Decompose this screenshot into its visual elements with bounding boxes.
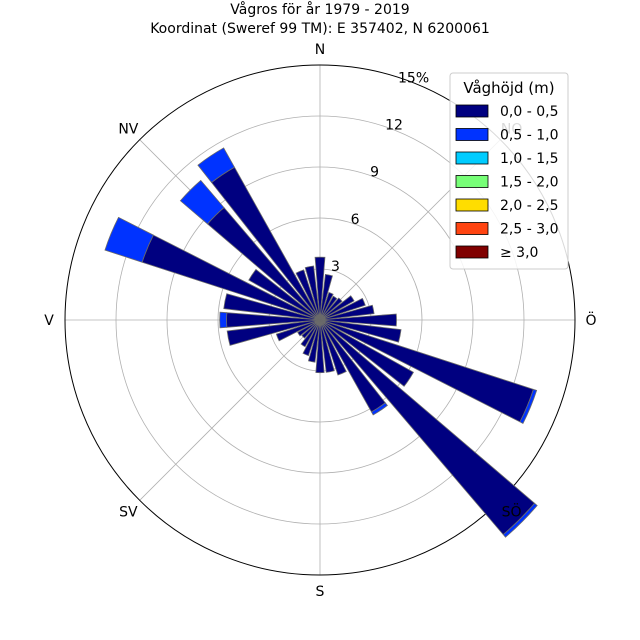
- sector-bar: [226, 319, 321, 346]
- legend-label: 0,5 - 1,0: [500, 128, 558, 144]
- sector-bar: [319, 297, 343, 321]
- sector-bar: [319, 319, 335, 373]
- sector-bar: [519, 388, 538, 424]
- sector-bar: [104, 216, 154, 263]
- radial-tick-label: 6: [351, 212, 360, 228]
- sector-bar: [319, 319, 402, 343]
- chart-title: Vågros för år 1979 - 2019: [230, 1, 409, 18]
- sector-bar: [304, 265, 321, 321]
- direction-label: Ö: [585, 311, 596, 329]
- sector-bar: [319, 273, 333, 321]
- sector-bar: [319, 292, 334, 321]
- sector-bar: [307, 319, 321, 363]
- sector-bar: [319, 304, 375, 321]
- legend-label: 1,0 - 1,5: [500, 151, 558, 167]
- sector-bar: [295, 269, 321, 321]
- sector-bar: [319, 313, 397, 327]
- sector-bar: [223, 293, 321, 321]
- sector-bar: [301, 319, 321, 339]
- legend-swatch: [455, 128, 489, 141]
- sector-bar: [297, 319, 321, 337]
- sector-bar: [370, 402, 388, 416]
- radial-tick-labels: 3 6 9 12 15%: [331, 70, 429, 274]
- direction-label: SV: [119, 505, 138, 521]
- radial-tick-label: 9: [370, 165, 379, 181]
- direction-label: N: [315, 42, 325, 58]
- sector-bar: [319, 319, 347, 376]
- sector-bar: [319, 297, 366, 321]
- spoke-line: [139, 319, 321, 501]
- legend-label: ≥ 3,0: [500, 245, 538, 261]
- legend-swatch: [455, 104, 489, 118]
- direction-label: V: [44, 313, 54, 329]
- sector-bar: [319, 295, 355, 321]
- sector-bar: [314, 256, 326, 321]
- sector-bar: [300, 319, 321, 348]
- legend: Våghöjd (m) 0,0 - 0,5 0,5 - 1,0 1,0 - 1,5 1,…: [449, 72, 569, 270]
- radial-tick-label: 12: [385, 118, 403, 134]
- radial-tick-label: 15%: [398, 70, 429, 86]
- grid-circle: [166, 166, 474, 474]
- legend-label: 1,5 - 2,0: [500, 175, 558, 191]
- sector-bar: [197, 147, 235, 184]
- sector-bar: [502, 502, 538, 538]
- legend-swatch: [455, 245, 489, 259]
- direction-label: S: [316, 584, 325, 600]
- sector-bar: [319, 319, 536, 536]
- legend-label: 0,0 - 0,5: [500, 104, 558, 120]
- radial-tick-label: 3: [331, 259, 340, 275]
- legend-box: [449, 72, 569, 270]
- legend-title: Våghöjd (m): [463, 79, 554, 97]
- sector-bar: [248, 268, 321, 321]
- grid-circle: [217, 217, 423, 423]
- sector-bar: [302, 319, 321, 357]
- legend-swatch: [455, 222, 489, 235]
- direction-label: SÖ: [502, 503, 522, 521]
- legend-label: 2,5 - 3,0: [500, 222, 558, 238]
- chart-subtitle: Koordinat (Sweref 99 TM): E 357402, N 62…: [150, 21, 490, 37]
- sector-bar: [319, 319, 414, 387]
- legend-swatch: [455, 175, 489, 188]
- sector-bars: [104, 147, 538, 538]
- legend-swatch: [455, 151, 489, 165]
- grid-circle: [115, 115, 525, 525]
- sector-bar: [315, 319, 325, 374]
- polar-grid: [64, 64, 576, 576]
- outer-circle: [64, 64, 576, 576]
- sector-bar: [179, 179, 225, 225]
- legend-swatch: [455, 198, 489, 212]
- sector-bar: [275, 319, 321, 342]
- sector-bar: [219, 311, 228, 329]
- direction-label: NV: [118, 121, 138, 137]
- sector-bar: [319, 295, 338, 321]
- legend-label: 2,0 - 2,5: [500, 198, 558, 214]
